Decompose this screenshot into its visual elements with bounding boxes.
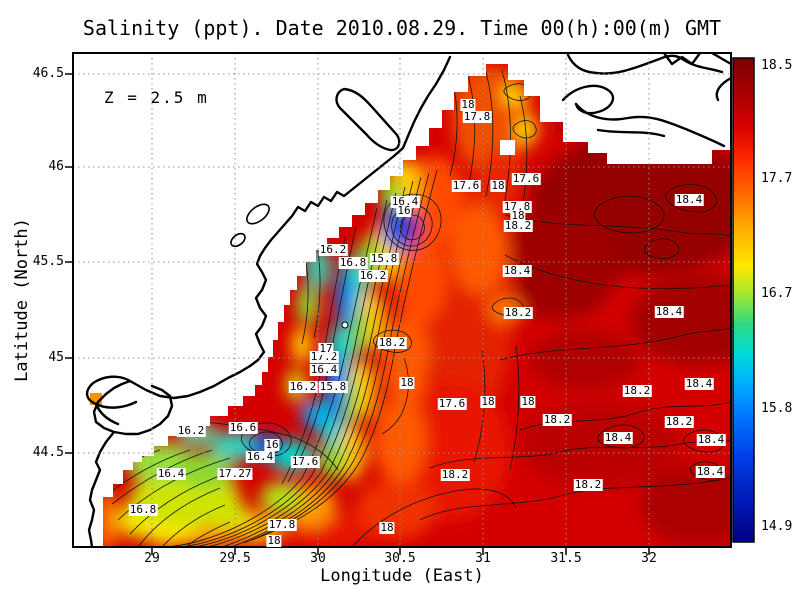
- land-mask: [73, 53, 731, 547]
- y-axis-label: Latitude (North): [12, 218, 32, 382]
- depth-annotation: Z = 2.5 m: [104, 88, 209, 107]
- station-marker: [341, 321, 349, 329]
- coastline: [85, 53, 731, 547]
- plot-border: [72, 52, 732, 548]
- no-data-notch: [500, 140, 515, 155]
- colorbar: [732, 57, 755, 543]
- axis-tick-marks: [65, 73, 650, 555]
- plot-title: Salinity (ppt). Date 2010.08.29. Time 00…: [82, 16, 722, 40]
- x-axis-label: Longitude (East): [320, 566, 484, 586]
